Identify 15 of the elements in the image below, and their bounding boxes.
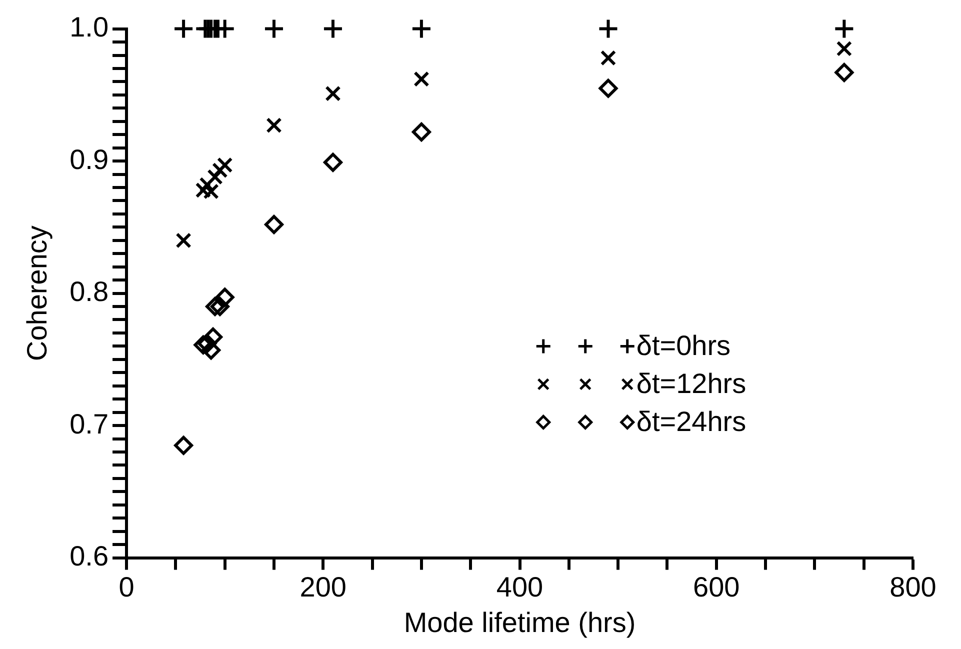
y-tick-label: 0.9 [70, 144, 109, 175]
y-tick-label: 0.7 [70, 408, 109, 440]
x-tick-label: 600 [693, 571, 740, 602]
y-axis-title: Coherency [22, 226, 53, 362]
legend-label: δt=0hrs [636, 330, 731, 361]
legend-label: δt=12hrs [636, 368, 746, 399]
x-tick-label: 400 [496, 571, 544, 602]
y-tick-label: 0.6 [70, 540, 109, 572]
y-tick-label: 1.0 [70, 12, 109, 43]
y-tick-label: 0.8 [70, 276, 109, 308]
legend-label: δt=24hrs [636, 406, 746, 437]
x-axis-title: Mode lifetime (hrs) [404, 606, 636, 638]
x-tick-label: 200 [300, 571, 346, 602]
x-tick-label: 0 [118, 571, 134, 602]
x-tick-label: 800 [890, 571, 936, 602]
